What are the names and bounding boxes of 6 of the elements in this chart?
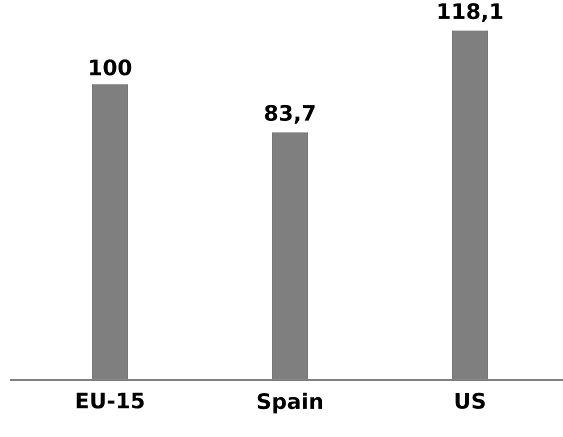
data-label: 100 [90, 59, 132, 76]
data-label: 83,7 [264, 104, 315, 124]
data-label: 118,1 [438, 3, 502, 22]
x-tick-label: EU-15 [76, 392, 144, 409]
x-tick-label: Spain [258, 392, 322, 414]
x-tick-label: US [456, 392, 485, 409]
